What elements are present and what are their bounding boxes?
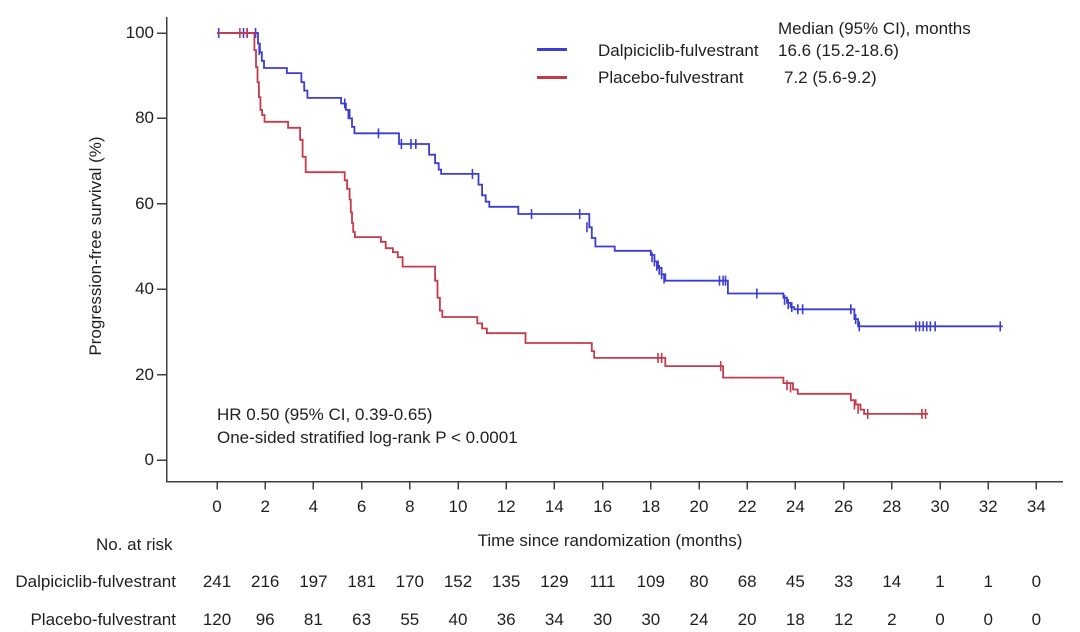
at-risk-value: 14	[882, 572, 902, 591]
legend-median-dalpiciclib: 16.6 (15.2-18.6)	[778, 41, 899, 60]
at-risk-value: 55	[400, 610, 420, 629]
at-risk-value: 12	[834, 610, 854, 629]
x-tick-label: 22	[737, 497, 757, 516]
at-risk-value: 120	[202, 610, 232, 629]
survival-curve-dalpiciclib	[217, 32, 1003, 328]
at-risk-value: 1	[983, 572, 993, 591]
at-risk-value: 63	[352, 610, 372, 629]
at-risk-title: No. at risk	[96, 535, 173, 554]
x-tick-label: 0	[212, 497, 222, 516]
at-risk-value: 68	[737, 572, 757, 591]
x-tick-label: 18	[641, 497, 661, 516]
x-tick-label: 8	[405, 497, 415, 516]
legend-label-dalpiciclib: Dalpiciclib-fulvestrant	[598, 41, 759, 60]
x-tick-label: 4	[308, 497, 319, 516]
at-risk-value: 152	[443, 572, 473, 591]
legend-line-dalpiciclib	[537, 48, 567, 51]
at-risk-value: 129	[540, 572, 569, 591]
x-tick-label: 24	[785, 497, 805, 516]
at-risk-value: 241	[202, 572, 232, 591]
y-tick-label: 60	[135, 193, 154, 213]
at-risk-value: 181	[347, 572, 376, 591]
at-risk-value: 24	[689, 610, 709, 629]
at-risk-value: 20	[737, 610, 757, 629]
x-tick-label: 28	[882, 497, 902, 516]
at-risk-value: 197	[299, 572, 328, 591]
at-risk-value: 111	[589, 572, 616, 591]
at-risk-value: 109	[636, 572, 665, 591]
at-risk-value: 0	[935, 610, 945, 629]
x-tick-label: 20	[689, 497, 709, 516]
x-tick-label: 10	[448, 497, 468, 516]
y-tick-label: 20	[135, 364, 154, 384]
y-axis-title: Progression-free survival (%)	[86, 136, 105, 356]
at-risk-value: 216	[251, 572, 280, 591]
x-tick-label: 16	[593, 497, 613, 516]
at-risk-value: 30	[593, 610, 613, 629]
x-tick-label: 26	[834, 497, 854, 516]
hr-annotation: HR 0.50 (95% CI, 0.39-0.65)	[217, 405, 433, 424]
at-risk-value: 45	[785, 572, 805, 591]
at-risk-value: 18	[785, 610, 805, 629]
at-risk-value: 170	[395, 572, 424, 591]
y-tick-label: 100	[125, 23, 154, 42]
x-tick-label: 2	[260, 497, 270, 516]
y-tick-label: 0	[144, 450, 154, 469]
at-risk-value: 34	[544, 610, 564, 629]
at-risk-value: 81	[303, 610, 323, 629]
at-risk-value: 0	[983, 610, 993, 629]
legend-label-placebo: Placebo-fulvestrant	[598, 68, 744, 87]
at-risk-value: 135	[492, 572, 521, 591]
legend-median-placebo: 7.2 (5.6-9.2)	[784, 68, 877, 87]
y-tick-label: 80	[135, 108, 154, 128]
legend-header: Median (95% CI), months	[778, 19, 971, 38]
at-risk-value: 0	[1031, 610, 1042, 629]
at-risk-value: 1	[935, 572, 945, 591]
x-tick-label: 14	[544, 497, 564, 516]
x-axis-title: Time since randomization (months)	[477, 531, 743, 550]
at-risk-value: 30	[641, 610, 661, 629]
at-risk-value: 96	[255, 610, 275, 629]
at-risk-value: 33	[834, 572, 854, 591]
x-tick-label: 12	[496, 497, 516, 516]
x-tick-label: 32	[978, 497, 998, 516]
at-risk-value: 40	[448, 610, 468, 629]
pvalue-annotation: One-sided stratified log-rank P < 0.0001	[217, 428, 518, 447]
legend-line-placebo	[537, 76, 567, 79]
x-tick-label: 34	[1026, 497, 1046, 516]
at-risk-value: 80	[689, 572, 709, 591]
at-risk-row-label-dalpiciclib: Dalpiciclib-fulvestrant	[15, 572, 176, 591]
at-risk-value: 2	[887, 610, 897, 629]
at-risk-row-label-placebo: Placebo-fulvestrant	[30, 610, 176, 629]
x-tick-label: 6	[356, 497, 367, 516]
at-risk-value: 0	[1031, 572, 1042, 591]
at-risk-value: 36	[496, 610, 516, 629]
x-tick-label: 30	[930, 497, 950, 516]
y-tick-label: 40	[135, 279, 154, 299]
survival-curve-placebo	[217, 32, 928, 415]
